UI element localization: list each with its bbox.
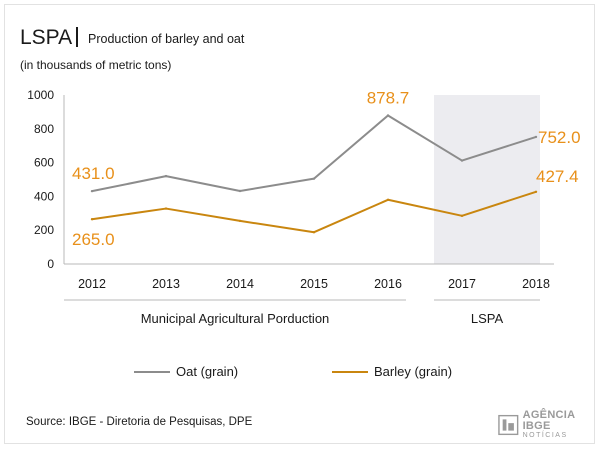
legend-label-oat: Oat (grain) (176, 364, 239, 379)
x-tick-label-2015: 2015 (300, 277, 328, 291)
data-point-1-2 (238, 219, 242, 223)
data-point-1-0 (90, 218, 94, 221)
data-point-1-5 (460, 214, 464, 218)
data-point-0-2 (238, 189, 242, 193)
x-tick-label-2013: 2013 (152, 277, 180, 291)
chart-subtitle: Production of barley and oat (88, 32, 245, 46)
y-tick-label-200: 200 (34, 223, 54, 237)
x-tick-label-2016: 2016 (374, 277, 402, 291)
data-point-1-6 (534, 190, 538, 193)
data-point-1-1 (164, 207, 168, 210)
legend-item-barley: Barley (grain) (332, 364, 452, 379)
y-tick-label-800: 800 (34, 122, 54, 136)
x-tick-label-2018: 2018 (522, 277, 550, 291)
data-point-0-6 (534, 135, 538, 139)
group-label-0: Municipal Agricultural Porduction (141, 311, 330, 326)
data-point-0-0 (90, 189, 94, 193)
x-tick-label-2017: 2017 (448, 277, 476, 291)
agencia-ibge-logo: AGÊNCIA IBGE NOTÍCIAS (498, 410, 601, 440)
shaded-region-1 (434, 95, 540, 264)
data-label-3: 752.0 (538, 128, 581, 147)
x-tick-label-2012: 2012 (78, 277, 106, 291)
legend-swatch-oat (134, 370, 170, 373)
ibge-logo-icon (498, 414, 519, 436)
data-point-0-4 (386, 114, 390, 117)
legend-label-barley: Barley (grain) (374, 364, 453, 379)
chart-title: LSPA (20, 26, 73, 49)
legend-item-oat: Oat (grain) (134, 364, 238, 379)
data-label-2: 878.7 (367, 88, 410, 107)
data-label-0: 431.0 (72, 164, 115, 183)
x-tick-label-2014: 2014 (226, 277, 254, 291)
y-tick-label-0: 0 (47, 257, 54, 271)
data-label-1: 265.0 (72, 230, 115, 249)
data-point-1-3 (312, 231, 316, 234)
units-label: (in thousands of metric tons) (20, 58, 172, 72)
logo-text-line1: AGÊNCIA IBGE (522, 409, 575, 432)
legend-swatch-barley (332, 370, 368, 373)
data-point-0-1 (164, 174, 168, 178)
title-separator (76, 27, 78, 47)
y-tick-label-400: 400 (34, 189, 54, 203)
source-note: Source: IBGE - Diretoria de Pesquisas, D… (26, 416, 253, 428)
y-tick-label-600: 600 (34, 156, 54, 170)
data-point-0-5 (460, 159, 464, 162)
logo-text-line2: NOTÍCIAS (522, 432, 568, 439)
data-point-1-4 (386, 198, 390, 201)
data-point-0-3 (312, 177, 316, 180)
y-tick-label-1000: 1000 (27, 88, 54, 102)
chart-frame (4, 4, 595, 444)
group-label-1: LSPA (471, 311, 504, 326)
data-label-4: 427.4 (536, 167, 579, 186)
